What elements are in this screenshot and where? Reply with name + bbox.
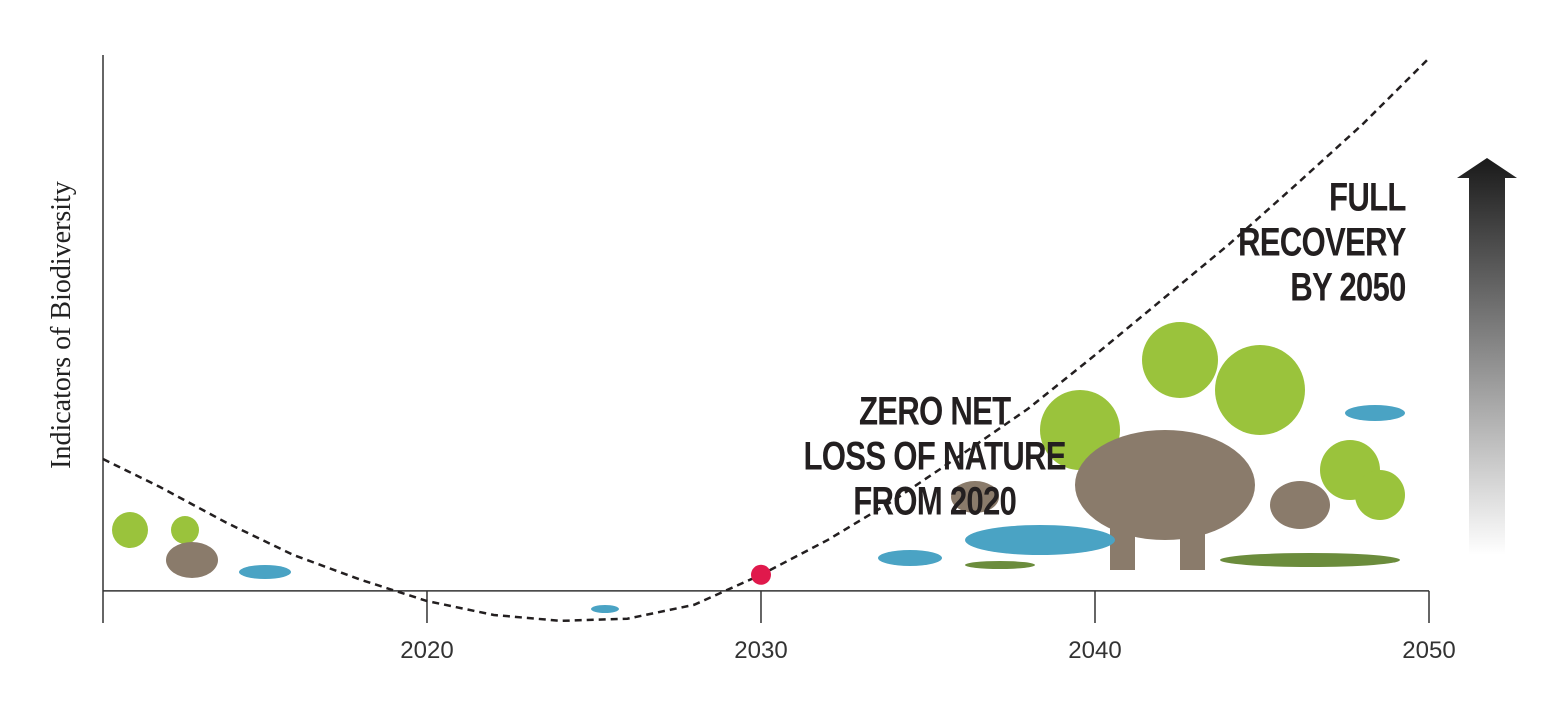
annotation-text: FULL <box>1329 175 1406 220</box>
annotation-line: LOSS OF NATURE <box>804 434 1067 479</box>
annotation-line: FROM 2020 <box>853 479 1017 524</box>
crocodiles <box>965 553 1400 569</box>
annotation-text: LOSS OF NATURE <box>804 434 1066 479</box>
x-tick-label: 2020 <box>400 637 453 664</box>
annotation-text: RECOVERY <box>1238 220 1407 265</box>
x-tick-label: 2040 <box>1068 637 1121 664</box>
annotation-line: FULL <box>1329 175 1406 220</box>
annotation-line: BY 2050 <box>1290 265 1406 310</box>
annotation-text: BY 2050 <box>1290 265 1405 310</box>
biodiversity-line <box>102 57 1430 623</box>
sharks <box>239 405 1405 613</box>
y-axis-label: Indicators of Biodiversity <box>46 181 77 469</box>
elephants <box>166 430 1330 578</box>
recovery-arrow <box>1457 158 1517 555</box>
x-tick-label: 2030 <box>734 637 787 664</box>
annotation-line: ZERO NET <box>859 389 1012 434</box>
annotation-line: RECOVERY <box>1238 220 1407 265</box>
x-tick-label: 2050 <box>1402 637 1455 664</box>
milestone-marker <box>750 564 771 585</box>
annotation-text: ZERO NET <box>859 389 1011 434</box>
decoration <box>112 158 1517 613</box>
annotation-text: FROM 2020 <box>853 479 1016 524</box>
